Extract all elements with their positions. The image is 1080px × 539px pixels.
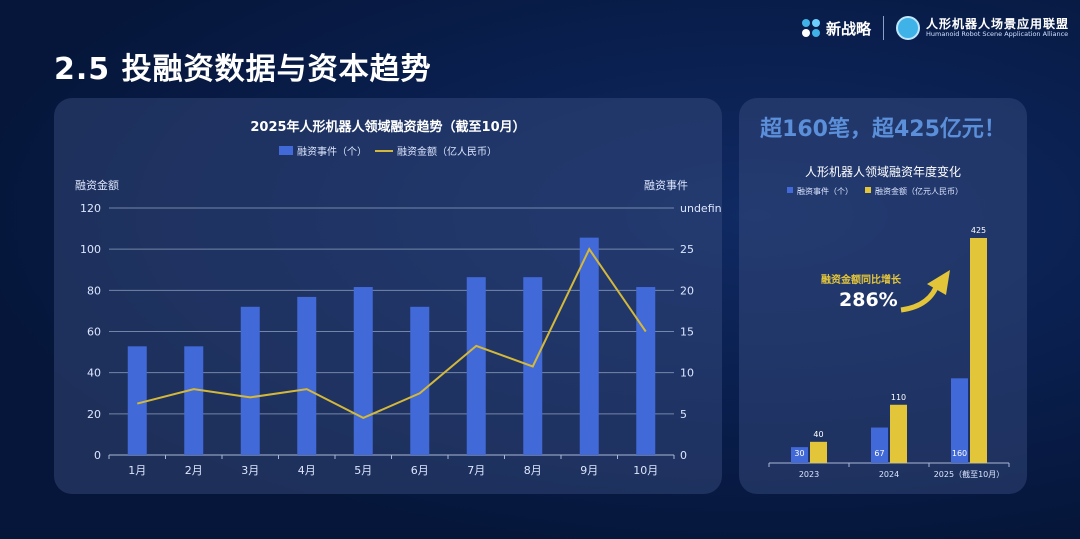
legend-count-label: 融资事件（个） — [797, 186, 853, 196]
legend-amount-swatch — [865, 187, 871, 193]
bar-financing-events — [466, 277, 486, 455]
chart1-title: 2025年人形机器人领域融资趋势（截至10月） — [250, 119, 525, 135]
amount-value-label: 110 — [891, 393, 906, 402]
y-left-tick-label: 40 — [87, 367, 101, 380]
bar-financing-events — [240, 306, 260, 455]
y-left-tick-label: 60 — [87, 326, 101, 339]
alliance-logo: 人形机器人场景应用联盟 Humanoid Robot Scene Applica… — [896, 16, 1069, 40]
y-right-axis-label: 融资事件 — [644, 179, 688, 192]
bar-financing-amount — [970, 238, 987, 463]
x-tick-label: 6月 — [411, 464, 429, 477]
bar-financing-events — [579, 237, 599, 455]
bar-financing-amount — [890, 404, 907, 463]
alliance-icon — [896, 16, 921, 40]
y-left-tick-label: 120 — [80, 202, 101, 215]
x-tick-label: 3月 — [241, 464, 259, 477]
x-tick-label: 1月 — [128, 464, 146, 477]
bar-financing-events — [353, 287, 373, 455]
legend-bar-swatch — [279, 146, 293, 155]
x-tick-label: 7月 — [467, 464, 485, 477]
x-tick-label: 2025（截至10月） — [934, 469, 1005, 479]
growth-annotation: 融资金额同比增长 286% — [821, 270, 950, 313]
y-right-tick-label: 0 — [680, 449, 687, 462]
x-tick-label: 2月 — [185, 464, 203, 477]
y-right-tick-label: 25 — [680, 243, 694, 256]
brand-name: 新战略 — [826, 19, 872, 38]
brand-logo: 新战略 — [800, 17, 871, 39]
y-left-axis-label: 融资金额 — [75, 178, 119, 192]
y-left-tick-label: 80 — [87, 284, 101, 297]
x-tick-label: 5月 — [354, 464, 372, 477]
monthly-financing-chart: 2025年人形机器人领域融资趋势（截至10月） 融资事件（个） 融资金额（亿人民… — [75, 119, 735, 477]
bar-financing-count — [791, 447, 808, 463]
x-tick-label: 2024 — [879, 470, 899, 479]
bar-financing-events — [184, 346, 204, 455]
legend-line-label: 融资金额（亿人民币） — [397, 145, 497, 158]
alliance-name-en: Humanoid Robot Scene Application Allianc… — [926, 29, 1069, 38]
monthly-chart-panel: 2025年人形机器人领域融资趋势（截至10月） 融资事件（个） 融资金额（亿人民… — [54, 98, 735, 494]
bar-financing-events — [410, 306, 430, 455]
brand-header: 新战略 人形机器人场景应用联盟 Humanoid Robot Scene App… — [800, 14, 1069, 42]
y-left-tick-label: 0 — [94, 449, 101, 462]
growth-arrow-head-icon — [927, 270, 950, 295]
count-value-label: 160 — [952, 449, 967, 458]
bar-financing-count — [871, 427, 888, 463]
amount-value-label: 425 — [971, 226, 986, 235]
legend-amount-label: 融资金额（亿元人民币） — [875, 186, 963, 196]
y-left-tick-label: 100 — [80, 243, 101, 256]
bar-financing-events — [127, 346, 147, 455]
x-tick-label: 9月 — [580, 464, 598, 477]
y-right-tick-label: 5 — [680, 408, 687, 421]
x-tick-label: 4月 — [298, 464, 316, 477]
count-value-label: 30 — [794, 449, 804, 458]
y-right-tick-label: 20 — [680, 284, 694, 297]
legend-bar-label: 融资事件（个） — [297, 145, 367, 158]
y-right-tick-label: 15 — [680, 326, 694, 339]
page-title: 2.5 投融资数据与资本趋势 — [54, 52, 432, 87]
divider — [883, 16, 885, 40]
bar-financing-count — [951, 378, 968, 463]
headline: 超160笔，超425亿元！ — [760, 116, 1006, 142]
y-right-tick-label: undefined — [680, 202, 722, 215]
growth-label: 融资金额同比增长 — [821, 273, 902, 286]
growth-value: 286% — [839, 289, 898, 311]
bar-financing-events — [636, 287, 656, 455]
alliance-name-cn: 人形机器人场景应用联盟 — [926, 17, 1070, 32]
bar-financing-events — [297, 296, 317, 455]
x-tick-label: 10月 — [633, 464, 658, 477]
brand-logo-icon — [802, 19, 820, 37]
x-tick-label: 8月 — [524, 464, 542, 477]
annual-chart-panel: 超160笔，超425亿元！ 人形机器人领域融资年度变化 融资事件（个） 融资金额… — [739, 98, 1027, 494]
x-tick-label: 2023 — [799, 470, 819, 479]
chart2-title: 人形机器人领域融资年度变化 — [805, 164, 961, 179]
legend-count-swatch — [787, 187, 793, 193]
count-value-label: 67 — [874, 449, 884, 458]
amount-value-label: 40 — [813, 430, 823, 439]
y-right-tick-label: 10 — [680, 367, 694, 380]
chart1-legend: 融资事件（个） 融资金额（亿人民币） — [279, 145, 497, 158]
chart2-legend: 融资事件（个） 融资金额（亿元人民币） — [787, 186, 963, 196]
line-financing-amount — [137, 247, 647, 420]
bar-financing-amount — [810, 441, 827, 463]
y-left-tick-label: 20 — [87, 408, 101, 421]
annual-financing-chart: 超160笔，超425亿元！ 人形机器人领域融资年度变化 融资事件（个） 融资金额… — [760, 116, 1010, 479]
